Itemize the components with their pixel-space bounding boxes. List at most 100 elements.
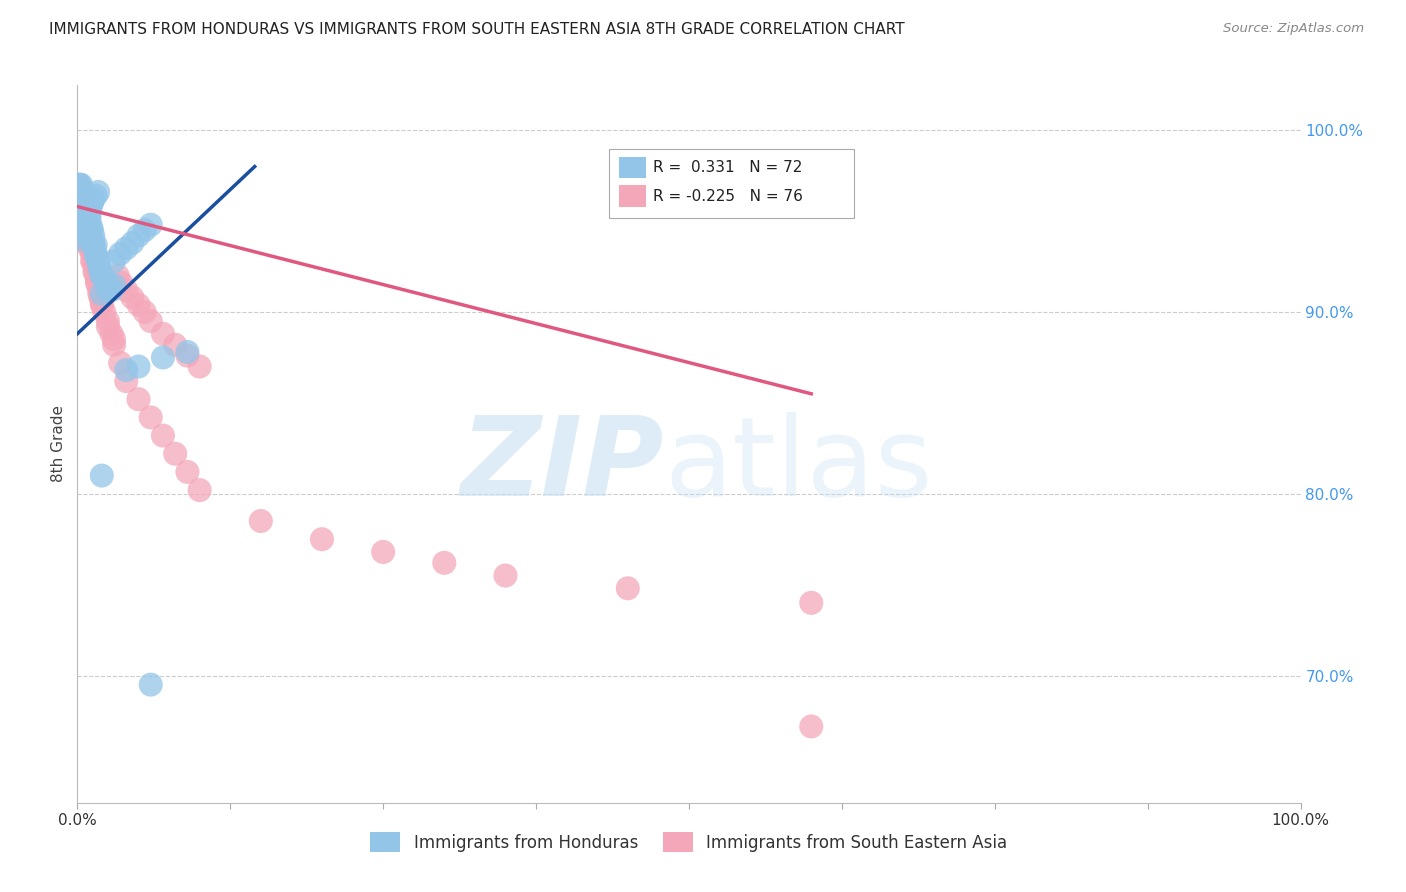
Point [76, 214, 98, 228]
Text: ZIP: ZIP [461, 412, 665, 519]
Point [139, 218, 162, 232]
Point [76, 205, 98, 219]
Point [75, 218, 97, 232]
Point [72, 211, 94, 225]
Point [152, 428, 174, 442]
Point [165, 447, 187, 461]
Point [73, 195, 96, 210]
Point [77, 218, 100, 232]
Point [80, 227, 103, 241]
Point [115, 283, 138, 297]
Point [82, 235, 104, 250]
Point [72, 205, 94, 219]
Point [80, 223, 103, 237]
Point [90, 296, 112, 310]
Point [75, 202, 97, 216]
Point [69, 178, 91, 192]
Point [800, 719, 823, 733]
Point [70, 192, 93, 206]
Point [76, 211, 98, 225]
Point [103, 337, 125, 351]
Point [103, 277, 125, 292]
Point [80, 232, 103, 246]
Point [82, 192, 104, 206]
Point [80, 247, 103, 261]
Point [75, 209, 97, 223]
Point [121, 290, 143, 304]
Point [80, 195, 103, 210]
Point [371, 545, 394, 559]
Point [73, 202, 96, 216]
Point [87, 254, 110, 268]
Point [70, 200, 93, 214]
Point [79, 227, 101, 241]
Point [79, 209, 101, 223]
Point [77, 211, 100, 225]
Point [86, 276, 108, 290]
Point [90, 298, 112, 312]
Point [108, 247, 131, 261]
Point [139, 314, 162, 328]
Point [70, 192, 93, 206]
Point [127, 359, 149, 374]
Point [115, 363, 138, 377]
Point [69, 181, 91, 195]
Point [79, 214, 101, 228]
Point [83, 260, 105, 274]
Point [86, 251, 108, 265]
Point [176, 465, 198, 479]
Point [73, 211, 96, 225]
Point [83, 241, 105, 255]
Point [72, 195, 94, 210]
Point [103, 254, 125, 268]
Point [70, 205, 93, 219]
Point [89, 283, 111, 297]
Point [84, 188, 107, 202]
Point [89, 260, 111, 274]
Point [83, 265, 105, 279]
Point [80, 241, 103, 255]
Point [84, 247, 107, 261]
Point [90, 468, 112, 483]
Point [70, 186, 93, 201]
Point [79, 241, 101, 255]
Point [165, 337, 187, 351]
Point [139, 410, 162, 425]
Text: atlas: atlas [665, 412, 934, 519]
Point [115, 374, 138, 388]
Point [134, 305, 156, 319]
Bar [619, 157, 647, 178]
Point [70, 186, 93, 201]
Point [176, 349, 198, 363]
Point [139, 678, 162, 692]
Point [176, 345, 198, 359]
Point [70, 178, 93, 192]
Point [495, 568, 517, 582]
Text: R = -0.225   N = 76: R = -0.225 N = 76 [654, 188, 803, 203]
Point [93, 305, 115, 319]
Point [97, 319, 120, 334]
Point [70, 232, 93, 246]
Text: IMMIGRANTS FROM HONDURAS VS IMMIGRANTS FROM SOUTH EASTERN ASIA 8TH GRADE CORRELA: IMMIGRANTS FROM HONDURAS VS IMMIGRANTS F… [49, 22, 905, 37]
Point [108, 356, 131, 370]
Point [89, 286, 111, 301]
Point [67, 178, 90, 192]
Point [127, 298, 149, 312]
Point [76, 223, 98, 237]
Point [87, 277, 110, 292]
Point [70, 195, 93, 210]
Point [75, 195, 97, 210]
Point [800, 596, 823, 610]
Point [70, 195, 93, 210]
Point [93, 272, 115, 286]
Point [80, 200, 103, 214]
Text: Source: ZipAtlas.com: Source: ZipAtlas.com [1223, 22, 1364, 36]
Point [90, 265, 112, 279]
Point [79, 223, 101, 237]
Point [90, 268, 112, 283]
Point [76, 214, 98, 228]
Point [77, 219, 100, 234]
Point [97, 277, 120, 292]
Point [73, 205, 96, 219]
Point [79, 203, 101, 218]
